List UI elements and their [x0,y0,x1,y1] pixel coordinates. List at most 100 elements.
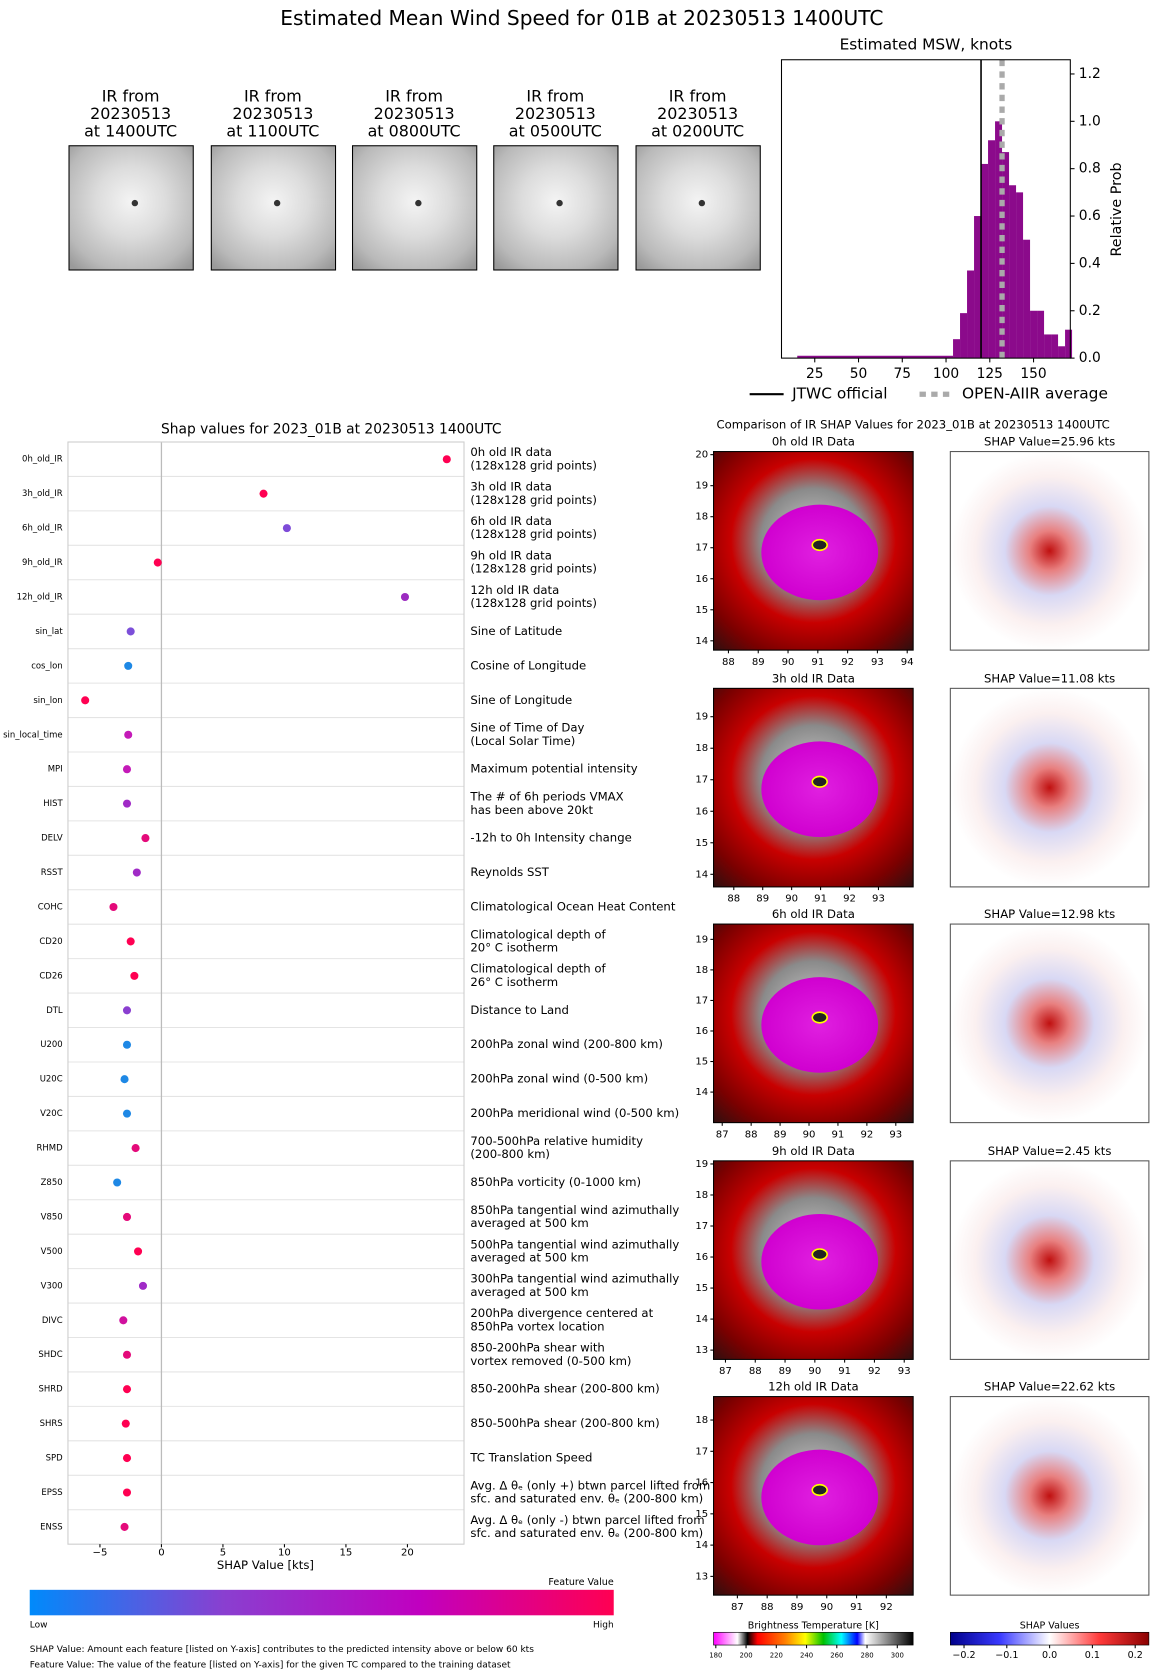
shap-point [109,902,118,912]
bar [1002,152,1010,359]
shap-point [122,1006,132,1015]
ir-panel-title: 12h old IR Data [768,1380,858,1394]
thumbnail-title: IR from [102,86,160,105]
y-tick-label: 13 [695,1345,708,1356]
feature-description: averaged at 500 km [470,1285,588,1299]
shap-image [949,451,1150,651]
shap-panel-title: SHAP Value=25.96 kts [984,435,1115,449]
ir-thumbnail [68,145,194,271]
eye [698,199,706,207]
feature-description: Distance to Land [470,1003,569,1017]
feature-description: Avg. Δ θₑ (only -) btwn parcel lifted fr… [470,1513,704,1527]
feature-label: sin_local_time [3,730,63,740]
shap-image [949,1396,1150,1596]
bar [1058,346,1066,359]
feature-label: CD26 [39,971,62,981]
y-tick-label: 18 [695,512,708,523]
y-tick-label: 16 [695,1252,708,1263]
x-tick-label: 91 [811,657,824,668]
x-tick-label: 89 [779,1366,792,1377]
feature-label: SHRS [40,1419,63,1429]
shap-point [81,696,90,705]
cold-cloud [761,741,879,837]
shap-point [121,1419,130,1428]
feature-label: SHDC [38,1350,62,1360]
feature-description: 0h old IR data [470,445,551,459]
ir-panel-title: 3h old IR Data [772,671,855,685]
y-tick-label: 18 [695,965,708,976]
y-tick-label: 16 [695,806,708,817]
y-tick-label: 18 [695,743,708,754]
feature-label: V500 [41,1247,63,1257]
x-tick-label: 5 [220,1548,226,1559]
colorbar [950,1631,1150,1646]
y-tick-label: 18 [695,1190,708,1201]
eye [811,775,828,788]
plot-frame [67,441,465,1545]
x-tick-label: 88 [749,1366,762,1377]
x-tick-label: 91 [814,894,827,905]
feature-description: 700-500hPa relative humidity [470,1134,643,1148]
ir-panel-title: 9h old IR Data [772,1144,855,1158]
feature-description: (Local Solar Time) [470,734,575,748]
colorbar-tick-label: 0.1 [1085,1650,1100,1661]
ir-panel-title: 0h old IR Data [772,435,855,449]
shap-point [122,1212,132,1221]
y-tick-label: 0.6 [1079,208,1101,224]
shap-point [400,592,410,602]
shap-point [282,524,291,533]
shap-image [949,687,1150,888]
thumbnail-title: 20230513 [374,104,455,123]
colorbar-low: Low [30,1620,48,1630]
feature-label: sin_lon [33,696,62,706]
x-tick-label: 92 [860,1129,873,1140]
y-tick-label: 0.4 [1079,255,1101,271]
y-tick-label: 16 [695,574,708,585]
shap-point [442,455,451,464]
feature-label: COHC [38,902,63,912]
feature-description: Climatological depth of [470,962,606,976]
feature-description: 6h old IR data [470,514,551,528]
x-tick-label: 88 [745,1129,758,1140]
x-tick-label: 25 [806,366,824,382]
thumbnail-title: at 0800UTC [368,121,461,140]
bar [995,121,1003,359]
ir-thumbnail [351,145,478,271]
eye [811,1248,828,1261]
feature-label: MPI [48,765,63,775]
colorbar-tick-label: 200 [739,1652,752,1660]
shap-point [122,1040,132,1049]
x-tick-label: 0 [158,1548,164,1559]
shap-point [122,1109,132,1118]
y-tick-label: 16 [695,1026,708,1037]
thumbnail-title: IR from [526,86,584,105]
y-tick-label: 19 [695,1159,708,1170]
feature-description: (128x128 grid points) [470,596,597,610]
x-tick-label: 92 [841,657,854,668]
feature-label: U20C [40,1075,63,1085]
x-tick-label: 90 [803,1129,816,1140]
colorbar-tick-label: 240 [800,1652,813,1660]
feature-description: The # of 6h periods VMAX [469,790,623,804]
feature-description: 26° C isotherm [470,975,558,989]
feature-label: SHRD [38,1385,63,1395]
feature-description: (128x128 grid points) [470,458,597,472]
cold-cloud [761,1213,879,1310]
colorbar-title: Feature Value [548,1577,613,1588]
y-tick-label: 18 [695,1415,708,1426]
bar [1051,334,1059,359]
colorbar-high: High [593,1620,614,1630]
shap-point [259,489,268,498]
ir-frame [713,1396,914,1596]
feature-label: RSST [41,868,64,878]
y-tick-label: 17 [695,543,708,554]
feature-label: V20C [40,1109,63,1119]
ir-thumbnail [210,145,337,271]
shap-panel-title: SHAP Value=11.08 kts [984,671,1115,685]
x-tick-label: 91 [832,1129,845,1140]
x-tick-label: 15 [340,1548,353,1559]
feature-description: Cosine of Longitude [470,658,586,672]
x-tick-label: 89 [791,1602,804,1613]
comparison-title: Comparison of IR SHAP Values for 2023_01… [716,418,1109,432]
eye [131,199,139,207]
